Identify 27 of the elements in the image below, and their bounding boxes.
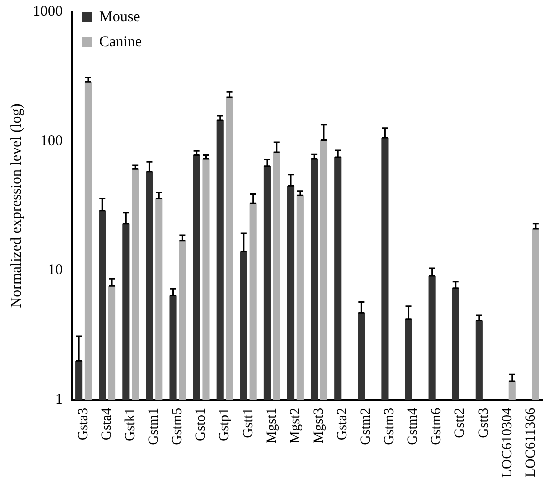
x-tick-label: LOC610304 xyxy=(500,408,516,478)
x-tick-label: Mgst3 xyxy=(312,408,327,444)
x-tick-label: Gstk1 xyxy=(124,408,139,442)
x-tick-label: Gsto1 xyxy=(194,408,210,442)
x-tick-label: Gstm2 xyxy=(359,408,374,446)
y-tick-label: 1000 xyxy=(33,4,63,20)
x-tick-label: Gstm5 xyxy=(170,408,186,446)
x-tick-label: Gstm1 xyxy=(147,408,162,446)
x-tick-label: Gsta3 xyxy=(76,408,92,441)
y-axis-title: Normalized expression level (log) xyxy=(8,104,25,308)
y-tick-label: 100 xyxy=(40,133,63,150)
x-tick-label: Gstm3 xyxy=(382,408,398,446)
x-tick-label: Gstm4 xyxy=(406,408,422,446)
x-tick-label: Gsta4 xyxy=(100,408,115,441)
x-tick-label: Gstt2 xyxy=(453,408,468,438)
x-tick-label: Gstt3 xyxy=(476,408,492,438)
legend-label: Mouse xyxy=(100,9,141,26)
x-tick-label: Gstt1 xyxy=(241,408,256,438)
y-tick-label: 10 xyxy=(48,262,63,279)
y-tick-label: 1 xyxy=(56,392,63,408)
x-tick-label: Gstm6 xyxy=(430,408,445,446)
legend-label: Canine xyxy=(100,34,142,50)
x-tick-label: Gstp1 xyxy=(218,408,233,442)
x-tick-label: Mgst2 xyxy=(288,408,304,444)
x-tick-label: Mgst1 xyxy=(264,408,280,444)
x-tick-label: LOC611366 xyxy=(524,408,539,478)
x-tick-label: Gsta2 xyxy=(335,408,350,441)
